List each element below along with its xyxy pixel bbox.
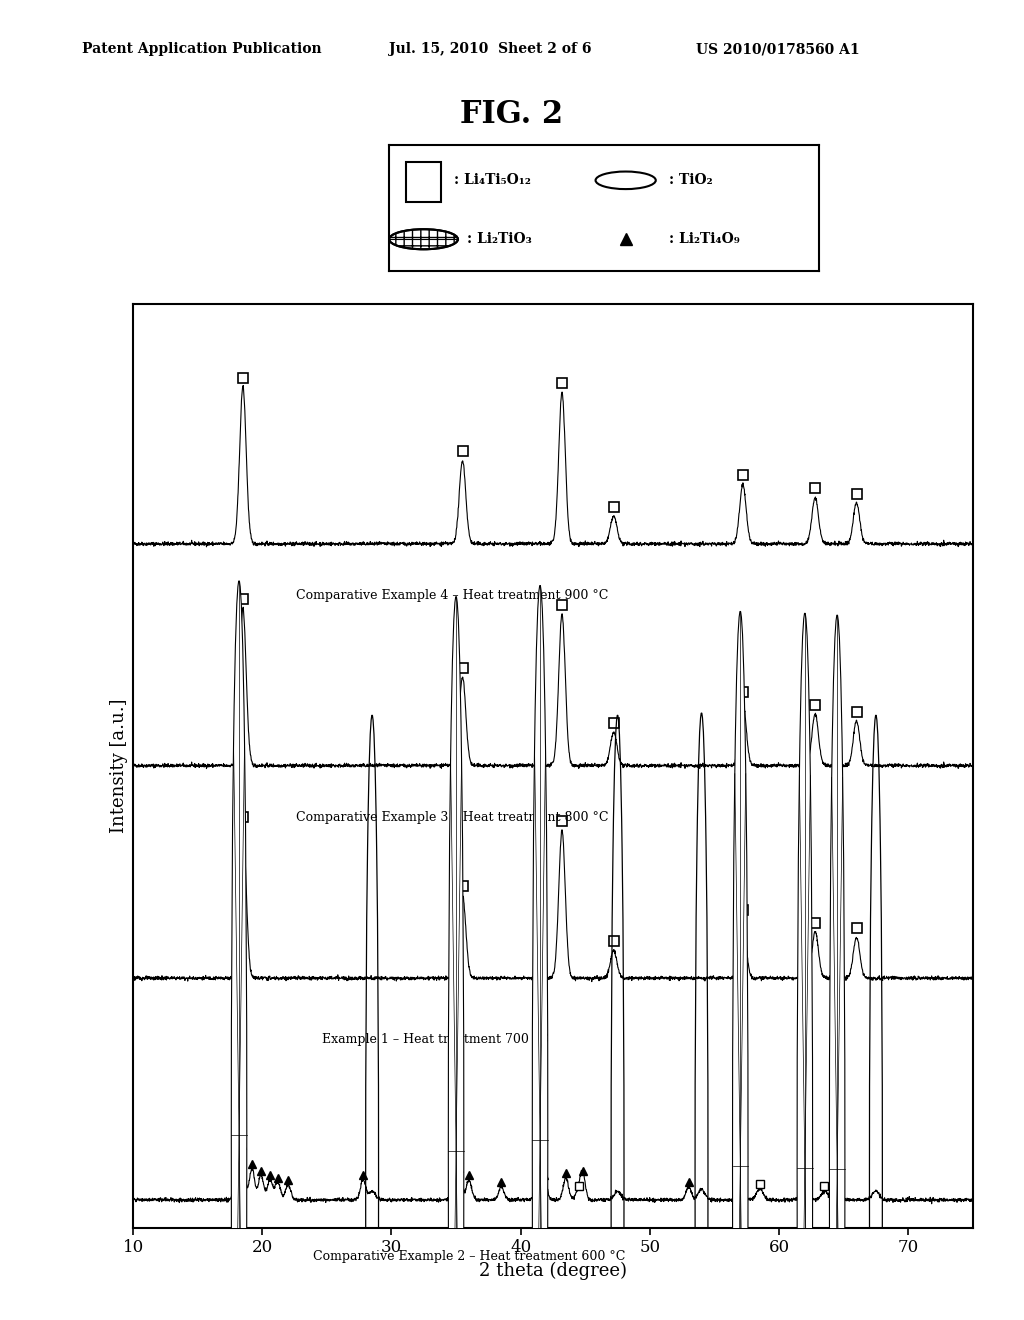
Text: : Li₂TiO₃: : Li₂TiO₃ [467,232,531,247]
Circle shape [449,597,464,1320]
Text: FIG. 2: FIG. 2 [461,99,563,129]
Circle shape [532,586,548,1320]
Circle shape [829,615,845,1320]
Text: : Li₄Ti₅O₁₂: : Li₄Ti₅O₁₂ [454,173,530,187]
Text: Comparative Example 2 – Heat treatment 600 °C: Comparative Example 2 – Heat treatment 6… [312,1250,626,1263]
Text: Comparative Example 3 – Heat treatment 800 °C: Comparative Example 3 – Heat treatment 8… [296,810,608,824]
Text: US 2010/0178560 A1: US 2010/0178560 A1 [696,42,860,57]
Text: Jul. 15, 2010  Sheet 2 of 6: Jul. 15, 2010 Sheet 2 of 6 [389,42,592,57]
Text: Patent Application Publication: Patent Application Publication [82,42,322,57]
Circle shape [389,230,458,249]
FancyBboxPatch shape [407,161,440,202]
Text: Example 1 – Heat treatment 700 °C: Example 1 – Heat treatment 700 °C [322,1032,549,1045]
Y-axis label: Intensity [a.u.]: Intensity [a.u.] [110,698,128,833]
Circle shape [732,611,748,1320]
Text: : Li₂Ti₄O₉: : Li₂Ti₄O₉ [669,232,739,247]
Text: Comparative Example 4 – Heat treatment 900 °C: Comparative Example 4 – Heat treatment 9… [296,589,608,602]
Circle shape [231,581,247,1320]
Circle shape [797,612,813,1320]
X-axis label: 2 theta (degree): 2 theta (degree) [479,1262,627,1280]
Text: : TiO₂: : TiO₂ [669,173,713,187]
